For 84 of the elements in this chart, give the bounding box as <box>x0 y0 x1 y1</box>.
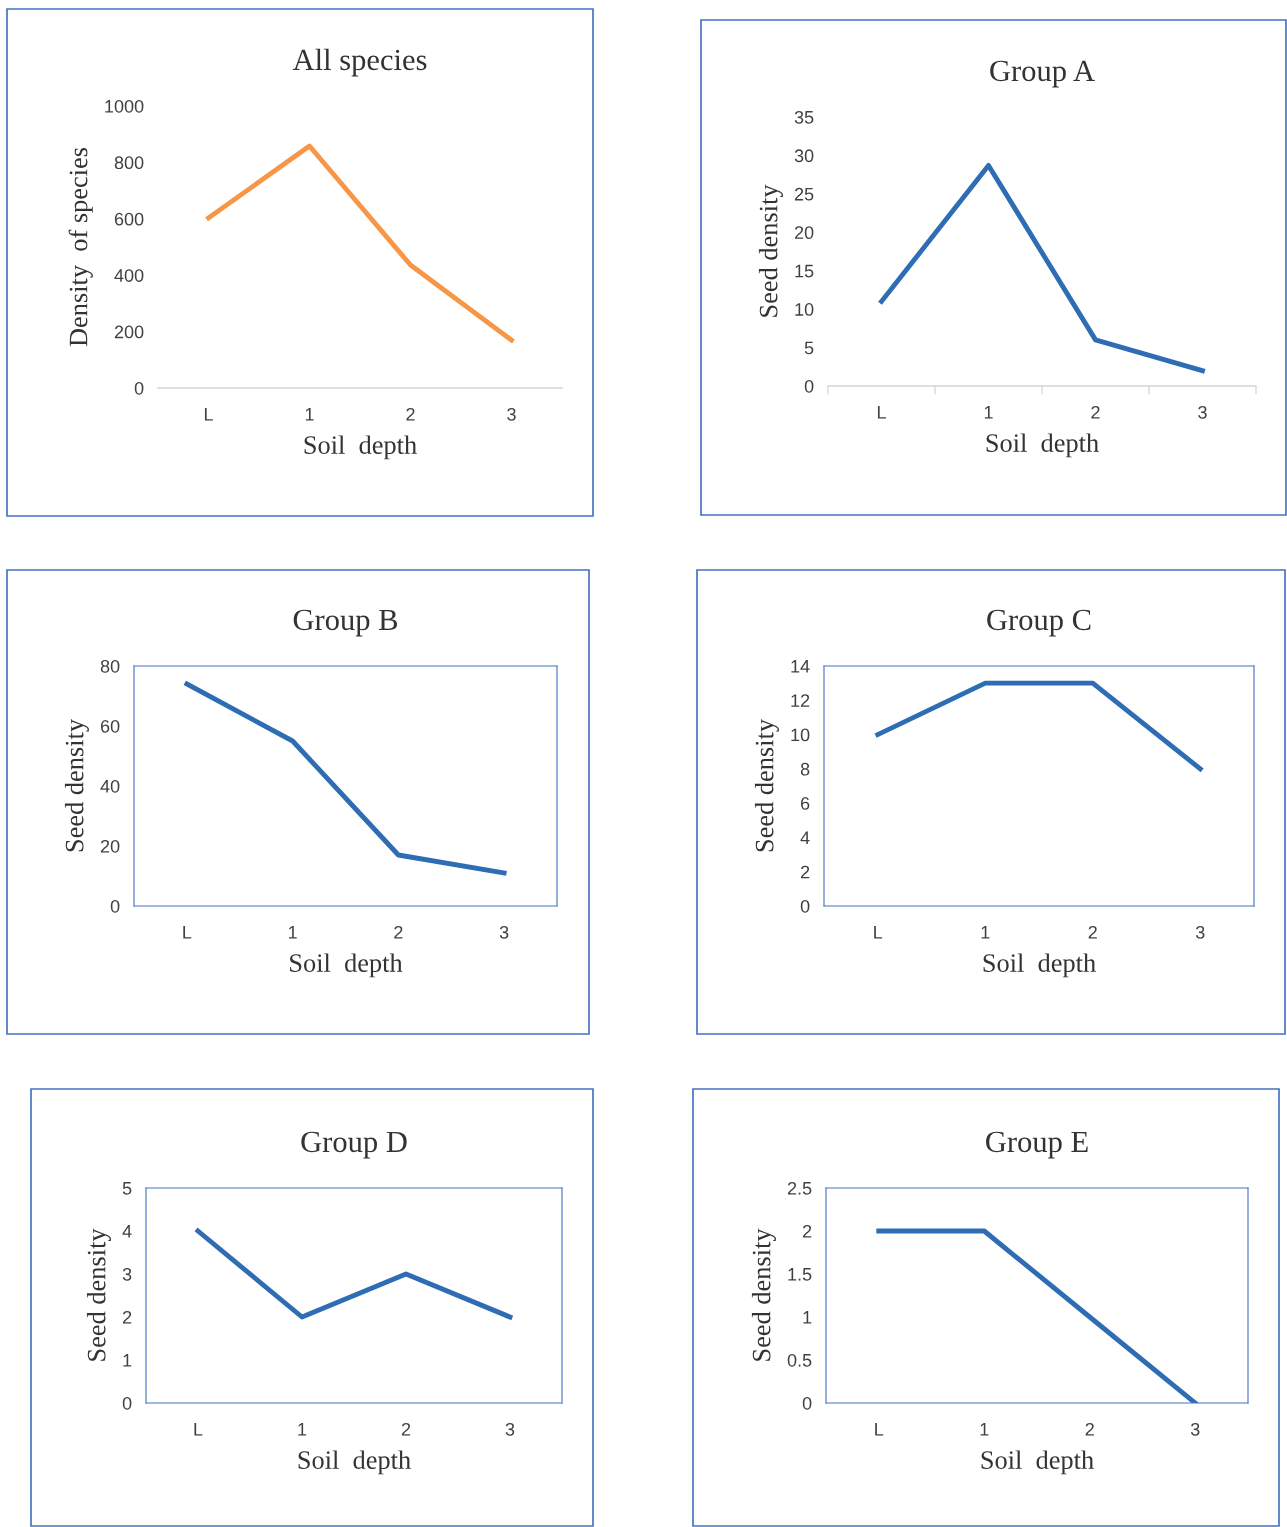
x-tick-label: L <box>874 926 883 939</box>
x-tick-label: 1 <box>298 1423 307 1436</box>
x-tick-label: 1 <box>305 408 314 421</box>
y-tick-label: 10 <box>791 728 810 742</box>
y-tick-label: 10 <box>795 303 814 316</box>
y-axis-title: Seed density <box>86 1228 111 1361</box>
y-tick-label: 0 <box>110 899 120 913</box>
x-tick-label: 2 <box>406 407 415 421</box>
x-tick-label: 3 <box>499 925 509 939</box>
y-tick-label: 4 <box>122 1225 132 1238</box>
chart-title: All species <box>292 48 427 77</box>
x-tick-label: L <box>877 406 886 419</box>
y-tick-label: 6 <box>800 797 810 810</box>
y-tick-label: 25 <box>794 187 814 201</box>
x-tick-label: 1 <box>288 926 297 939</box>
x-tick-label: 2 <box>401 1422 411 1436</box>
x-tick-label: 1 <box>981 926 990 939</box>
y-tick-label: 600 <box>114 212 144 226</box>
y-tick-label: 1000 <box>105 99 144 113</box>
y-tick-label: 2 <box>802 1224 812 1238</box>
y-axis-title: Seed density <box>754 719 779 852</box>
x-tick-label: 3 <box>1198 405 1207 419</box>
line-series <box>184 681 507 876</box>
x-axis-title: Soil depth <box>290 953 403 978</box>
line-series <box>879 162 1205 374</box>
x-tick-label: 2 <box>1088 925 1097 939</box>
chart-title: Group A <box>990 60 1095 88</box>
y-tick-label: 60 <box>100 719 120 733</box>
y-tick-label: 1 <box>123 1354 132 1367</box>
y-tick-label: 200 <box>114 325 144 339</box>
y-tick-label: 0 <box>804 379 814 393</box>
x-tick-label: 1 <box>980 1423 989 1436</box>
chart-title: Group C <box>987 609 1091 637</box>
y-tick-label: 0 <box>800 899 810 913</box>
y-tick-label: 0 <box>122 1396 132 1410</box>
y-tick-label: 3 <box>122 1267 132 1281</box>
x-tick-label: L <box>204 408 213 421</box>
x-axis-title: Soil depth <box>298 1450 411 1475</box>
y-tick-label: 14 <box>791 660 810 673</box>
x-tick-label: 3 <box>507 407 516 421</box>
x-tick-label: L <box>875 1423 884 1436</box>
x-axis-title: Soil depth <box>986 433 1099 458</box>
x-tick-label: 3 <box>505 1422 515 1436</box>
y-tick-label: 5 <box>122 1182 132 1195</box>
y-tick-label: 15 <box>795 264 814 278</box>
y-tick-label: 80 <box>100 659 120 673</box>
y-tick-label: 400 <box>114 269 144 282</box>
x-tick-label: 3 <box>1195 925 1205 939</box>
y-axis-title: Seed density <box>751 1228 776 1361</box>
y-tick-label: 0 <box>802 1396 812 1410</box>
x-tick-label: 2 <box>1091 405 1100 419</box>
chart-title: Group E <box>986 1131 1088 1159</box>
y-tick-label: 1.5 <box>788 1268 812 1281</box>
y-tick-label: 800 <box>114 156 144 170</box>
y-tick-label: 20 <box>794 226 814 240</box>
x-axis-title: Soil depth <box>981 1450 1094 1475</box>
x-tick-label: L <box>183 926 192 939</box>
x-axis-title: Soil depth <box>304 435 417 460</box>
y-tick-label: 2.5 <box>787 1181 812 1195</box>
chart-title: Group D <box>301 1131 407 1159</box>
y-tick-label: 30 <box>794 149 814 163</box>
x-tick-label: 3 <box>1190 1422 1200 1436</box>
y-tick-label: 5 <box>804 341 814 355</box>
y-tick-label: 20 <box>100 839 120 853</box>
y-tick-label: 2 <box>800 865 810 879</box>
y-tick-label: 8 <box>800 762 810 776</box>
x-tick-label: L <box>194 1423 203 1436</box>
y-tick-label: 40 <box>100 779 120 793</box>
x-axis-title: Soil depth <box>983 953 1096 978</box>
y-tick-label: 12 <box>791 694 810 707</box>
y-axis-title: Seed density <box>64 719 89 852</box>
line-series <box>206 143 514 343</box>
y-tick-label: 0 <box>134 381 144 395</box>
x-tick-label: 2 <box>1085 1422 1094 1436</box>
y-axis-title: Density of species <box>68 147 93 347</box>
x-tick-label: 1 <box>984 406 993 419</box>
chart-title: Group B <box>293 609 398 637</box>
y-tick-label: 2 <box>122 1310 132 1324</box>
y-tick-label: 0.5 <box>787 1353 812 1367</box>
y-tick-label: 35 <box>794 110 814 124</box>
y-tick-label: 4 <box>800 831 810 844</box>
y-tick-label: 1 <box>803 1311 812 1324</box>
y-axis-title: Seed density <box>758 184 783 317</box>
x-tick-label: 2 <box>394 925 403 939</box>
